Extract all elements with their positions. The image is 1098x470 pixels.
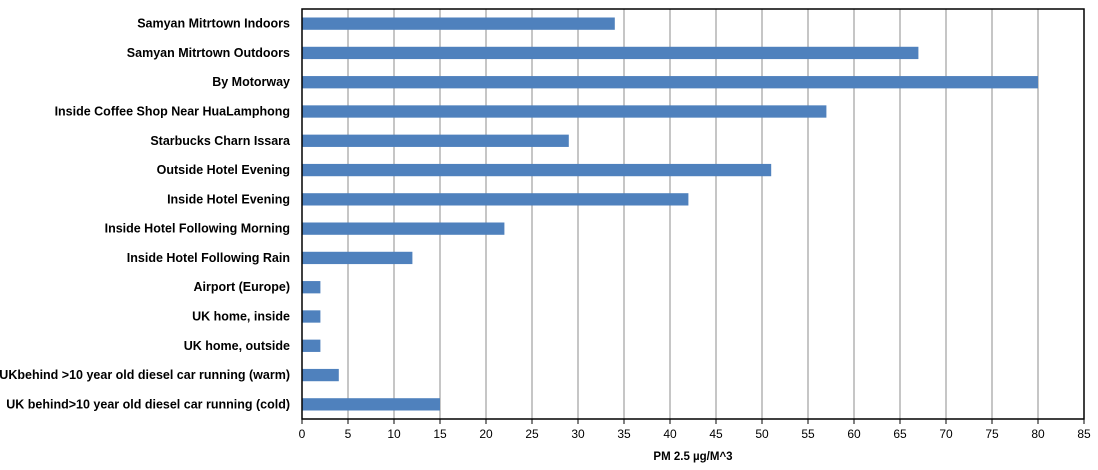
bars [302,17,1038,411]
bar [302,310,321,323]
bar [302,339,321,352]
bar [302,398,440,411]
bar [302,222,505,235]
x-tick-label: 65 [893,427,907,441]
x-tick-label: 70 [939,427,953,441]
category-label: Airport (Europe) [193,280,290,294]
bar [302,76,1038,89]
category-label: By Motorway [212,75,290,89]
bar [302,105,827,118]
x-tick-label: 5 [345,427,352,441]
x-tick-label: 10 [387,427,401,441]
category-label: Inside Hotel Following Rain [127,251,290,265]
category-label: Inside Hotel Following Morning [105,222,290,236]
x-axis-title: PM 2.5 µg/M^3 [653,451,732,463]
x-tick-label: 60 [847,427,861,441]
x-tick-label: 15 [433,427,447,441]
category-label: Samyan Mitrtown Outdoors [127,46,290,60]
x-tick-label: 20 [479,427,493,441]
bar [302,17,615,30]
x-tick-label: 50 [755,427,769,441]
bar [302,134,569,147]
x-tick-label: 85 [1077,427,1091,441]
x-tick-label: 45 [709,427,723,441]
category-label: UK home, inside [192,310,290,324]
x-tick-label: 35 [617,427,631,441]
bar [302,163,772,177]
x-axis-ticks: 0 5 10 15 20 25 30 35 40 45 50 55 60 65 70 75 80 85 [299,419,1091,441]
bar [302,193,689,206]
plot-border [301,8,1085,420]
x-tick-label: 55 [801,427,815,441]
category-label: UK behind>10 year old diesel car running… [6,397,290,411]
category-label: Inside Coffee Shop Near HuaLamphong [55,105,290,119]
x-tick-label: 25 [525,427,539,441]
bar [302,251,413,265]
category-label: Outside Hotel Evening [157,163,290,177]
bar [302,46,919,60]
category-label: UKbehind >10 year old diesel car running… [0,368,290,382]
category-label: Samyan Mitrtown Indoors [137,17,290,31]
plot-area [302,9,1084,419]
x-tick-label: 40 [663,427,677,441]
x-tick-label: 0 [299,427,306,441]
x-tick-label: 30 [571,427,585,441]
category-label: UK home, outside [184,339,290,353]
category-label: Starbucks Charn Issara [150,134,291,148]
x-tick-label: 80 [1031,427,1045,441]
bar [302,368,339,382]
bar [302,281,321,294]
x-tick-label: 75 [985,427,999,441]
category-label: Inside Hotel Evening [167,192,290,206]
category-labels: Samyan Mitrtown Indoors Samyan Mitrtown O… [0,17,291,412]
